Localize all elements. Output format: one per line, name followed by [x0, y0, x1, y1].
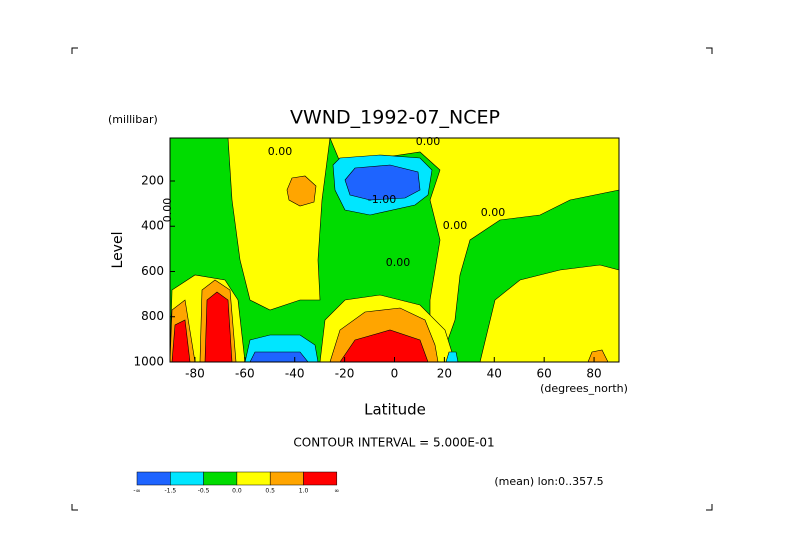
chart-title: VWND_1992-07_NCEP — [290, 107, 500, 129]
contour-region — [286, 175, 317, 207]
colorbar-label: -∞ — [133, 488, 140, 495]
y-tick-label: 600 — [141, 264, 164, 278]
x-axis-label: Latitude — [364, 401, 426, 419]
contour-label: 0.00 — [386, 256, 411, 269]
colorbar-label: -1.5 — [164, 488, 176, 495]
colorbar-box — [236, 471, 271, 486]
y-tick-label: 1000 — [133, 355, 164, 369]
colorbar-box — [269, 471, 304, 486]
y-tick-label: 200 — [141, 173, 164, 187]
contour-label: 0.00 — [481, 206, 506, 219]
colorbar-label: 0.5 — [265, 488, 275, 495]
corner-marks — [71, 47, 713, 511]
contour-label: -1.00 — [368, 193, 396, 206]
contour-field — [169, 137, 620, 363]
contour-note: CONTOUR INTERVAL = 5.000E-01 — [293, 436, 494, 450]
x-tick-label: 20 — [437, 367, 452, 381]
contour-region — [204, 291, 233, 363]
contour-region — [344, 164, 421, 201]
contour-region — [249, 351, 309, 363]
colorbar-box — [136, 471, 171, 486]
x-tick-label: 40 — [487, 367, 502, 381]
colorbar-label: ∞ — [334, 488, 339, 495]
contour-label: 0.00 — [416, 135, 441, 148]
contour-label: 0.00 — [268, 145, 293, 158]
x-tick-label: 80 — [586, 367, 601, 381]
contour-label: 0.00 — [161, 198, 174, 223]
y-tick-label: 400 — [141, 219, 164, 233]
footnote: (mean) lon:0..357.5 — [494, 475, 603, 488]
colorbar-box — [203, 471, 238, 486]
x-unit: (degrees_north) — [540, 382, 628, 395]
y-unit: (millibar) — [108, 113, 158, 126]
contour-label: 0.00 — [443, 219, 468, 232]
x-tick-label: 0 — [391, 367, 399, 381]
colorbar-label: 1.0 — [299, 488, 309, 495]
x-tick-label: -20 — [335, 367, 355, 381]
x-tick-label: -40 — [285, 367, 305, 381]
y-axis-label: Level — [110, 232, 126, 269]
colorbar-box — [303, 471, 338, 486]
x-tick-label: -60 — [235, 367, 255, 381]
colorbar-label: -0.5 — [198, 488, 210, 495]
colorbar-box — [170, 471, 204, 486]
x-tick-label: 60 — [537, 367, 552, 381]
colorbar-label: 0.0 — [232, 488, 242, 495]
x-tick-label: -80 — [185, 367, 205, 381]
y-tick-label: 800 — [141, 309, 164, 323]
